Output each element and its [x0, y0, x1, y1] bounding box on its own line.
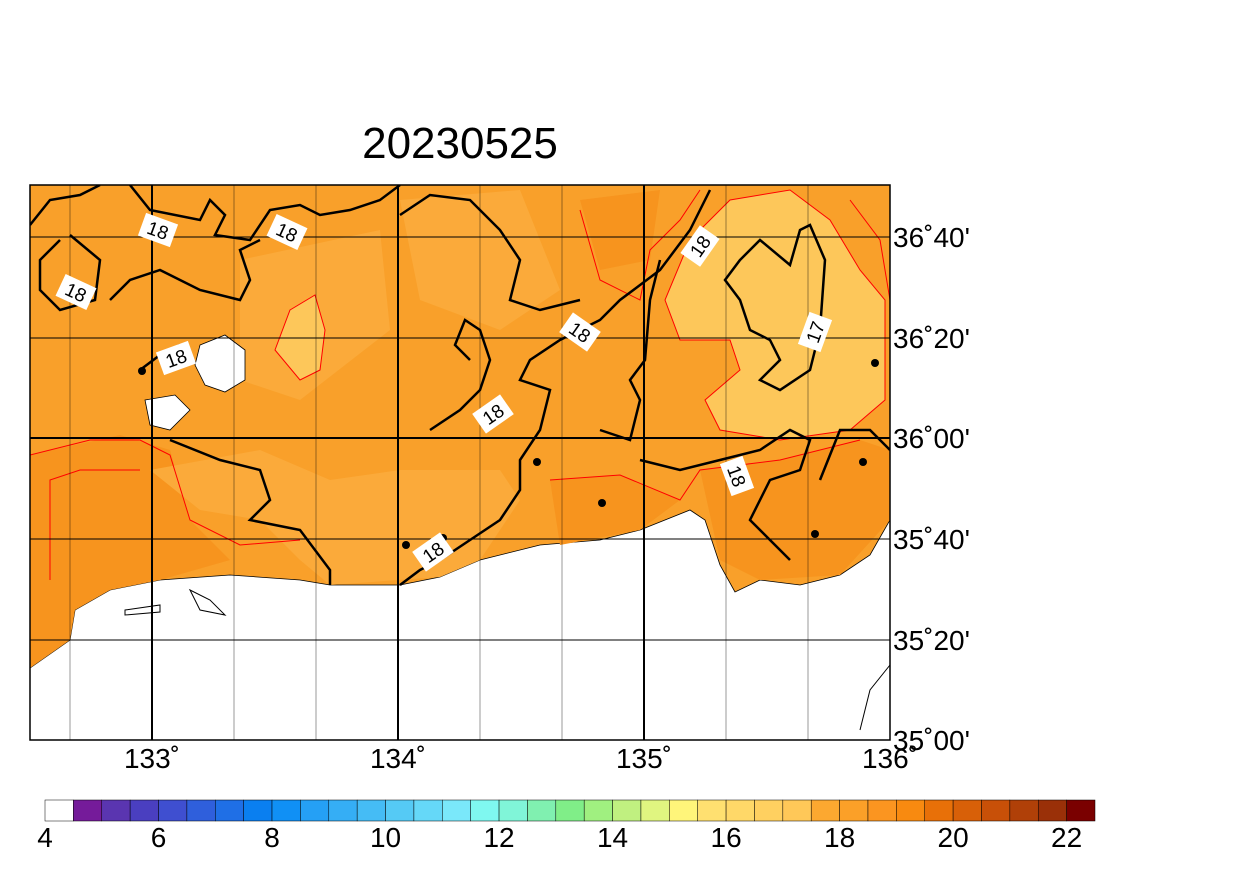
colorbar-tick-label: 14 — [597, 822, 628, 853]
colorbar-box — [328, 799, 358, 822]
contour-label: 18 — [412, 532, 454, 572]
colorbar-box — [356, 799, 386, 822]
yellow-region — [664, 189, 886, 441]
colorbar-box — [1037, 799, 1067, 822]
colorbar-box — [583, 799, 613, 822]
coast — [124, 588, 890, 731]
stations — [138, 359, 879, 549]
colorbar-box — [555, 799, 585, 822]
lon-labels: 133˚ 134˚ 135˚ 136˚ — [124, 743, 918, 774]
colorbar-tick-label: 20 — [938, 822, 969, 853]
lon-label: 134˚ — [370, 743, 426, 774]
colorbar-tick-label: 4 — [37, 822, 53, 853]
colorbar-box — [442, 799, 471, 822]
map-frame — [29, 184, 891, 741]
colorbar-box — [215, 799, 244, 822]
colorbar-box — [697, 799, 727, 822]
label-box — [412, 532, 454, 572]
colorbar-tick-label: 22 — [1051, 822, 1082, 853]
colorbar-box — [243, 799, 273, 822]
label-box — [55, 273, 97, 311]
colorbar-box — [867, 799, 897, 822]
colorbar-box — [640, 799, 670, 822]
colorbar-box — [101, 799, 131, 822]
colorbar-tick-label: 18 — [824, 822, 855, 853]
label-box — [559, 312, 601, 352]
colorbar-box — [385, 799, 415, 822]
black-contours — [30, 185, 890, 586]
contour-label: 17 — [797, 311, 833, 353]
colorbar-box — [300, 799, 330, 822]
colorbar: 4 6 8 10 12 14 16 18 20 22 — [37, 799, 1096, 853]
lon-label: 135˚ — [616, 743, 672, 774]
contour-label: 18 — [137, 212, 179, 248]
label-box — [797, 311, 833, 353]
colorbar-box — [470, 799, 500, 822]
colorbar-box — [527, 799, 557, 822]
lon-label: 136˚ — [862, 743, 918, 774]
title: 20230525 — [362, 119, 558, 168]
lat-label: 36˚00' — [893, 423, 970, 454]
label-box — [266, 213, 308, 251]
light-region — [150, 190, 560, 585]
colorbar-box — [952, 799, 982, 822]
label-box — [155, 340, 197, 376]
contour-label: 18 — [155, 340, 197, 376]
colorbar-box — [669, 799, 698, 822]
colorbar-box — [413, 799, 443, 822]
label-box — [680, 225, 720, 267]
lat-label: 36˚20' — [893, 323, 970, 354]
lat-label: 35˚20' — [893, 625, 970, 656]
colorbar-box — [612, 799, 642, 822]
colorbar-tick-label: 12 — [483, 822, 514, 853]
lat-label: 36˚40' — [893, 222, 970, 253]
colorbar-tick-label: 6 — [151, 822, 167, 853]
colorbar-box — [896, 799, 925, 822]
colorbar-box — [186, 799, 216, 822]
map-area: 1818181818181818181718 — [30, 185, 890, 740]
colorbar-box — [158, 799, 188, 822]
colorbar-box — [924, 799, 954, 822]
colorbar-box — [981, 799, 1011, 822]
colorbar-box — [839, 799, 869, 822]
colorbar-box — [782, 799, 812, 822]
lat-labels: 36˚40' 36˚20' 36˚00' 35˚40' 35˚20' 35˚00… — [893, 222, 970, 756]
colorbar-box — [1009, 799, 1039, 822]
lat-label: 35˚40' — [893, 524, 970, 555]
colorbar-tick-label: 10 — [370, 822, 401, 853]
colorbar-box — [810, 799, 840, 822]
colorbar-box — [498, 799, 528, 822]
colorbar-box — [1066, 799, 1096, 822]
colorbar-tick-label: 16 — [711, 822, 742, 853]
label-box — [472, 394, 514, 434]
colorbar-box — [271, 799, 301, 822]
colorbar-tick-label: 8 — [264, 822, 280, 853]
colorbar-box — [754, 799, 784, 822]
colorbar-box — [44, 799, 74, 822]
colorbar-box — [725, 799, 755, 822]
lon-label: 133˚ — [124, 743, 180, 774]
label-box — [137, 212, 179, 248]
colorbar-box — [129, 799, 159, 822]
label-box — [719, 455, 755, 497]
colorbar-box — [73, 799, 103, 822]
lat-label: 35˚00' — [893, 725, 970, 756]
grid — [30, 185, 890, 740]
